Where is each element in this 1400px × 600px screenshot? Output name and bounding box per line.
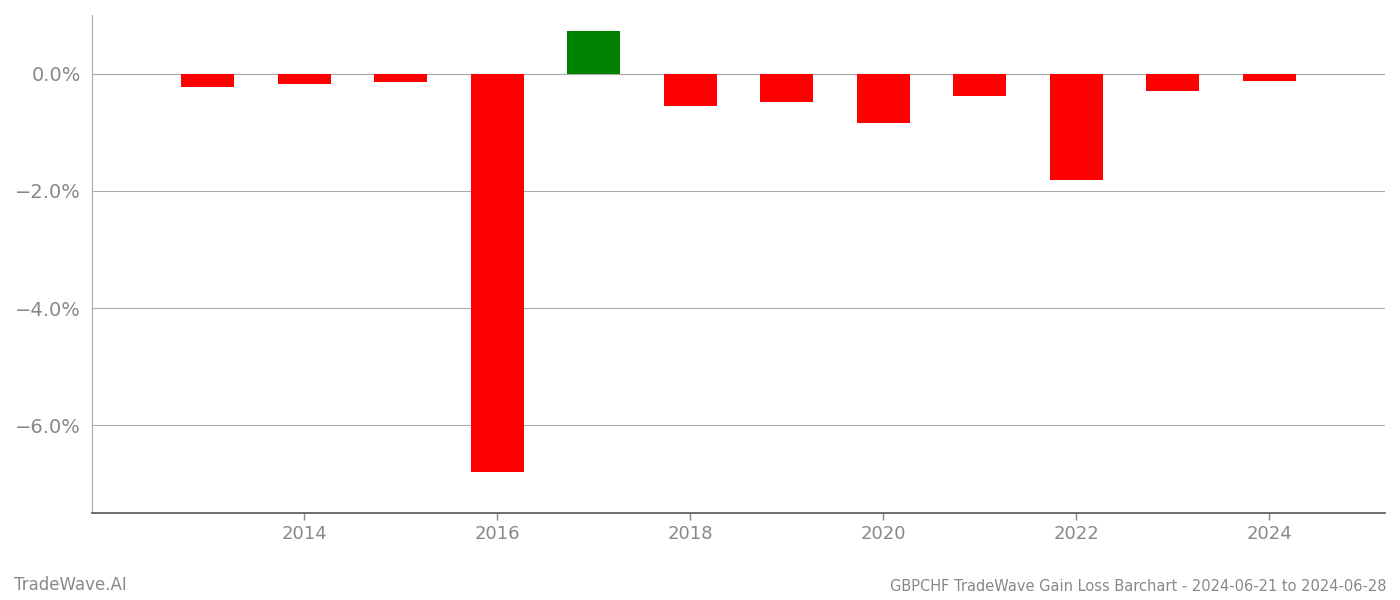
Text: GBPCHF TradeWave Gain Loss Barchart - 2024-06-21 to 2024-06-28: GBPCHF TradeWave Gain Loss Barchart - 20…	[889, 579, 1386, 594]
Text: TradeWave.AI: TradeWave.AI	[14, 576, 127, 594]
Bar	[1243, 74, 1296, 80]
Bar	[857, 74, 910, 124]
Bar	[567, 31, 620, 74]
Bar	[664, 74, 717, 106]
Bar	[953, 74, 1007, 96]
Bar	[374, 74, 427, 82]
Bar	[181, 74, 234, 86]
Bar	[1147, 74, 1200, 91]
Bar	[760, 74, 813, 102]
Bar	[277, 74, 330, 84]
Bar	[1050, 74, 1103, 180]
Bar	[470, 74, 524, 472]
